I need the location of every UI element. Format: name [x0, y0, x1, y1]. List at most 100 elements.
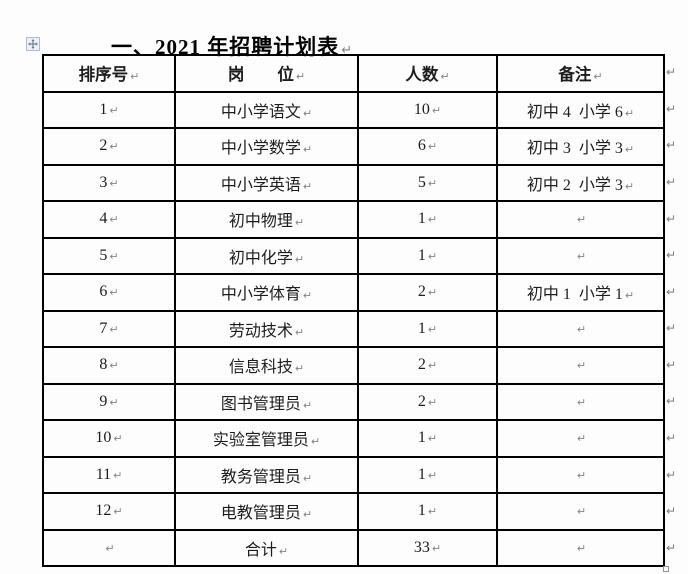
- table-cell[interactable]: ↵: [496, 200, 665, 239]
- table-cell[interactable]: 中小学英语 ↵: [174, 163, 359, 202]
- paragraph-mark-icon: ↵: [427, 322, 438, 336]
- table-row: 9 ↵ 图书管理员 ↵ 2 ↵ ↵: [42, 382, 665, 421]
- cell-text: 中小学体育: [220, 286, 301, 304]
- table-cell[interactable]: 12 ↵: [42, 492, 176, 531]
- table-cell[interactable]: 中小学数学 ↵: [174, 127, 359, 166]
- row-end-mark-icon: ↵: [666, 175, 677, 190]
- table-cell[interactable]: 1 ↵: [357, 492, 498, 531]
- column-header[interactable]: 岗 位 ↵: [174, 54, 359, 93]
- table-cell[interactable]: ↵: [496, 455, 665, 494]
- table-cell[interactable]: 2 ↵: [357, 273, 498, 312]
- table-cell[interactable]: 2 ↵: [357, 346, 498, 385]
- table-cell[interactable]: 2 ↵: [42, 127, 176, 166]
- row-end-mark-icon: ↵: [666, 504, 677, 519]
- table-cell[interactable]: ↵: [496, 528, 665, 567]
- table-cell[interactable]: 1 ↵: [357, 455, 498, 494]
- table-cell[interactable]: 4 ↵: [42, 200, 176, 239]
- table-cell[interactable]: 初中 1 小学 1 ↵: [496, 273, 665, 312]
- table-row: 2 ↵ 中小学数学 ↵ 6 ↵ 初中 3 小学 3 ↵: [42, 127, 665, 166]
- row-end-mark-icon: ↵: [666, 65, 677, 80]
- table-cell[interactable]: 5 ↵: [42, 236, 176, 275]
- table-row: 12 ↵ 电教管理员 ↵ 1 ↵ ↵: [42, 492, 665, 531]
- row-end-mark-icon: ↵: [666, 467, 677, 482]
- paragraph-mark-icon: ↵: [302, 289, 313, 303]
- table-cell[interactable]: 1 ↵: [357, 200, 498, 239]
- table-cell[interactable]: ↵: [496, 236, 665, 275]
- row-end-mark-icon: ↵: [666, 248, 677, 263]
- table-cell[interactable]: 信息科技 ↵: [174, 346, 359, 385]
- paragraph-mark-icon: ↵: [302, 179, 313, 193]
- column-header[interactable]: 人数 ↵: [357, 54, 498, 93]
- cell-text: 教务管理员: [220, 468, 301, 486]
- table-cell[interactable]: ↵: [496, 382, 665, 421]
- paragraph-mark-icon: ↵: [310, 435, 321, 449]
- table-cell[interactable]: ↵: [42, 528, 176, 567]
- paragraph-mark-icon: ↵: [294, 325, 305, 339]
- paragraph-mark-icon: ↵: [113, 432, 123, 446]
- table-cell[interactable]: 9 ↵: [42, 382, 176, 421]
- table-cell[interactable]: 初中物理 ↵: [174, 200, 359, 239]
- table-cell[interactable]: 5 ↵: [357, 163, 498, 202]
- column-header[interactable]: 排序号 ↵: [42, 54, 176, 93]
- table-cell[interactable]: 电教管理员 ↵: [174, 492, 359, 531]
- table-cell[interactable]: 实验室管理员 ↵: [174, 419, 359, 458]
- table-cell[interactable]: 2 ↵: [357, 382, 498, 421]
- table-cell[interactable]: 劳动技术 ↵: [174, 309, 359, 348]
- paragraph-mark-icon: ↵: [302, 471, 313, 485]
- table-cell[interactable]: 11 ↵: [42, 455, 176, 494]
- cell-text: 10: [95, 429, 112, 447]
- paragraph-mark-icon: ↵: [576, 322, 587, 336]
- table-row: 5 ↵ 初中化学 ↵ 1 ↵ ↵: [42, 236, 665, 275]
- cell-text: 中小学英语: [220, 176, 301, 194]
- row-end-marks: ↵ ↵ ↵ ↵ ↵ ↵ ↵ ↵ ↵ ↵ ↵ ↵ ↵ ↵: [666, 54, 686, 566]
- table-cell[interactable]: 7 ↵: [42, 309, 176, 348]
- table-cell[interactable]: 33 ↵: [357, 528, 498, 567]
- cell-text: 中小学数学: [220, 140, 301, 158]
- cell-text: 2: [417, 356, 426, 374]
- recruitment-plan-table: 排序号 ↵ 岗 位 ↵ 人数 ↵ 备注 ↵ 1 ↵ 中小学语文 ↵ 10 ↵ 初中 4 小学 6 ↵ 2 ↵ 中小…: [42, 54, 665, 567]
- column-header[interactable]: 备注 ↵: [496, 54, 665, 93]
- table-move-handle[interactable]: [26, 37, 40, 51]
- table-cell[interactable]: 初中 3 小学 3 ↵: [496, 127, 665, 166]
- table-cell[interactable]: 初中 2 小学 3 ↵: [496, 163, 665, 202]
- cell-text: 电教管理员: [220, 505, 301, 523]
- table-cell[interactable]: 6 ↵: [42, 273, 176, 312]
- table-cell[interactable]: ↵: [496, 309, 665, 348]
- cell-text: 1: [417, 319, 426, 337]
- paragraph-mark-icon: ↵: [427, 286, 438, 300]
- cell-text: 图书管理员: [220, 395, 301, 413]
- cell-text: 2: [99, 137, 108, 155]
- table-cell[interactable]: 中小学语文 ↵: [174, 90, 359, 129]
- row-end-mark-icon: ↵: [666, 431, 677, 446]
- paragraph-mark-icon: ↵: [624, 143, 635, 157]
- table-cell[interactable]: 合计 ↵: [174, 528, 359, 567]
- table-cell[interactable]: 6 ↵: [357, 127, 498, 166]
- table-cell[interactable]: 1 ↵: [42, 90, 176, 129]
- table-cell[interactable]: 10 ↵: [42, 419, 176, 458]
- table-cell[interactable]: 教务管理员 ↵: [174, 455, 359, 494]
- cell-text: 岗 位: [227, 65, 294, 85]
- cell-text: 1: [417, 429, 426, 447]
- paragraph-mark-icon: ↵: [440, 70, 450, 84]
- cell-text: 中小学语文: [220, 103, 301, 121]
- table-cell[interactable]: 8 ↵: [42, 346, 176, 385]
- table-cell[interactable]: 图书管理员 ↵: [174, 382, 359, 421]
- table-cell[interactable]: ↵: [496, 492, 665, 531]
- paragraph-mark-icon: ↵: [576, 541, 587, 555]
- table-cell[interactable]: 3 ↵: [42, 163, 176, 202]
- table-cell[interactable]: 1 ↵: [357, 236, 498, 275]
- table-cell[interactable]: 10 ↵: [357, 90, 498, 129]
- table-cell[interactable]: 中小学体育 ↵: [174, 273, 359, 312]
- table-cell[interactable]: ↵: [496, 419, 665, 458]
- table-header-row: 排序号 ↵ 岗 位 ↵ 人数 ↵ 备注 ↵: [42, 54, 665, 93]
- paragraph-mark-icon: ↵: [109, 103, 119, 117]
- table-cell[interactable]: ↵: [496, 346, 665, 385]
- table-cell[interactable]: 初中 4 小学 6 ↵: [496, 90, 665, 129]
- table-cell[interactable]: 1 ↵: [357, 419, 498, 458]
- table-cell[interactable]: 初中化学 ↵: [174, 236, 359, 275]
- paragraph-mark-icon: ↵: [624, 289, 635, 303]
- table-row: 4 ↵ 初中物理 ↵ 1 ↵ ↵: [42, 200, 665, 239]
- table-resize-handle[interactable]: [663, 566, 669, 572]
- table-cell[interactable]: 1 ↵: [357, 309, 498, 348]
- paragraph-mark-icon: ↵: [427, 249, 438, 263]
